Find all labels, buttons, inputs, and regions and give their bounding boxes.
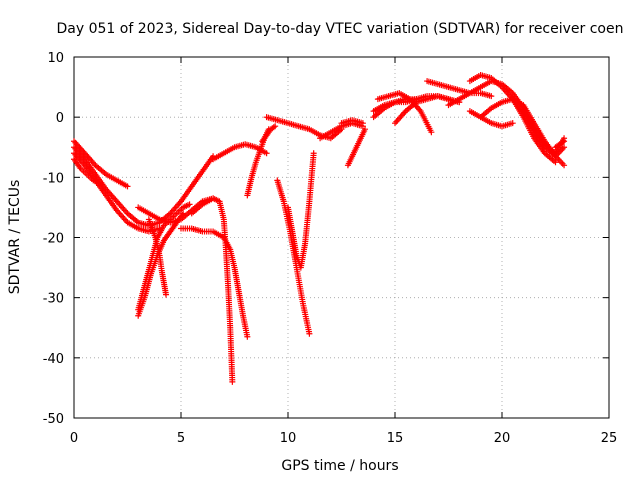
series-track-30 [552, 138, 568, 151]
series-track-10 [188, 195, 236, 385]
x-tick-label: 5 [177, 431, 185, 446]
y-tick-label: 0 [56, 111, 64, 126]
data-point [306, 330, 313, 337]
chart-title: Day 051 of 2023, Sidereal Day-to-day VTE… [57, 21, 624, 37]
series-track-08 [145, 216, 170, 298]
y-tick-label: -10 [43, 171, 64, 186]
series-track-01 [71, 138, 131, 190]
y-axis-title: SDTVAR / TECUs [7, 180, 23, 295]
y-tick-label: -20 [43, 232, 64, 247]
data-point [359, 120, 366, 127]
data-marks [71, 72, 568, 385]
series-track-15 [285, 150, 317, 271]
data-point [124, 183, 131, 190]
data-point [180, 210, 187, 217]
data-point [163, 291, 170, 298]
x-tick-label: 25 [601, 431, 618, 446]
data-point [488, 93, 495, 100]
series-track-18 [338, 117, 366, 127]
series-track-13 [259, 123, 279, 145]
data-point [561, 138, 568, 145]
data-point [310, 150, 317, 157]
series-track-02 [71, 144, 217, 229]
y-tick-label: -40 [43, 352, 64, 367]
data-point [229, 378, 236, 385]
x-axis-title: GPS time / hours [281, 458, 398, 474]
x-tick-label: 20 [494, 431, 511, 446]
data-point [552, 159, 559, 166]
series-track-19 [344, 126, 369, 169]
series-track-28 [466, 108, 516, 130]
y-tick-label: -30 [43, 292, 64, 307]
axis-ticks: 0 5 10 15 20 25 -50 -40 -30 -20 -10 0 10 [43, 51, 618, 446]
series-track-16 [263, 114, 345, 142]
x-tick-label: 10 [280, 431, 297, 446]
data-point [362, 126, 369, 133]
data-point [509, 120, 516, 127]
data-point [428, 129, 435, 136]
data-point [272, 123, 279, 130]
series-track-11 [210, 141, 270, 163]
series-track-29 [509, 96, 568, 157]
data-point [96, 180, 103, 187]
data-point [244, 333, 251, 340]
grid-lines [74, 57, 609, 418]
data-point [263, 150, 270, 157]
data-point [561, 144, 568, 151]
x-tick-label: 0 [70, 431, 78, 446]
x-tick-label: 15 [387, 431, 404, 446]
data-point [561, 162, 568, 169]
y-tick-label: -50 [43, 412, 64, 427]
series-track-04 [71, 156, 103, 187]
data-point [186, 201, 193, 208]
y-tick-label: 10 [47, 51, 64, 66]
series-track-09 [178, 225, 251, 340]
